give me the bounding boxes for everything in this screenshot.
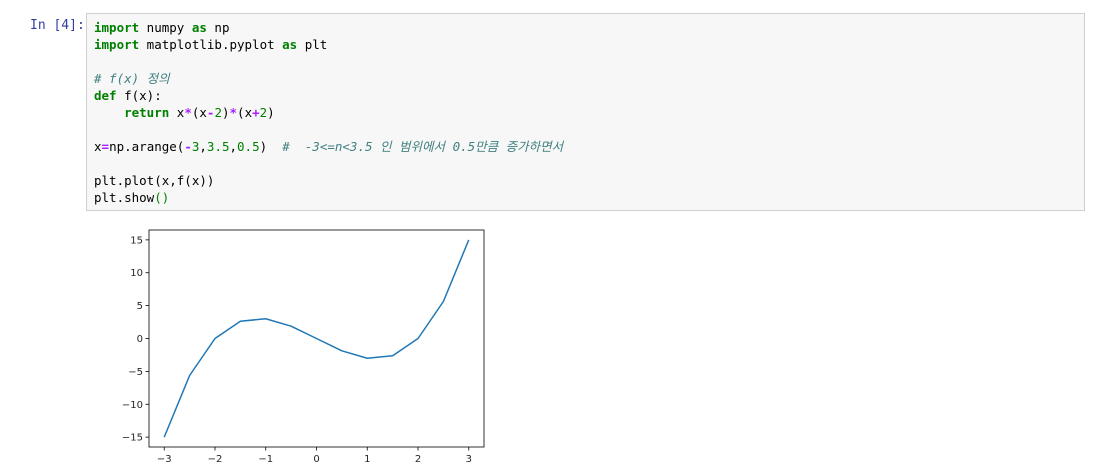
code-token: import [94,37,140,52]
code-line [94,155,563,172]
cell-output: −15 −10 −5 0 5 10 15 −3 −2 −1 0 1 2 3 [100,222,500,471]
y-tick-label: 15 [130,235,143,246]
code-token: np [206,20,230,35]
code-editor[interactable]: import numpy as np import matplotlib.pypl… [94,19,563,206]
y-tick-label: 5 [137,301,143,312]
code-token: def [94,88,117,103]
code-line: import numpy as np [94,19,563,36]
y-tick-label: 10 [130,268,143,279]
code-token: as [282,37,298,52]
code-token: * [184,105,192,120]
code-token: - [184,139,192,154]
code-token: 2 [214,105,222,120]
x-axis: −3 −2 −1 0 1 2 3 [157,447,472,465]
code-token: plt [297,37,328,52]
code-token: import [94,20,140,35]
code-token: x [169,105,185,120]
code-token: np.arange( [109,139,185,154]
code-line: # f(x) 정의 [94,70,563,87]
y-tick-label: −10 [122,400,143,411]
y-tick-label: −15 [122,433,143,444]
series-group [163,239,470,438]
code-token: ) [259,139,283,154]
code-token: # -3<=n<3.5 인 범위에서 0.5만큼 증가하면서 [282,139,564,154]
code-token: (x [191,105,207,120]
code-token: 2 [259,105,268,120]
x-tick-label: 3 [466,454,472,465]
x-tick-label: 2 [415,454,421,465]
cell-prompt: In [4]: [30,18,85,33]
code-line: return x*(x-2)*(x+2) [94,104,563,121]
code-line: x=np.arange(-3,3.5,0.5) # -3<=n<3.5 인 범위… [94,138,563,155]
code-token [94,105,124,120]
code-line [94,53,563,70]
code-token: ) [221,105,230,120]
code-token: - [206,105,215,120]
code-token: () [154,190,170,205]
code-token: as [191,20,207,35]
code-token: # f(x) 정의 [94,71,170,86]
code-cell-input[interactable]: import numpy as np import matplotlib.pypl… [86,13,1085,211]
code-token: return [124,105,170,120]
y-tick-label: 0 [137,334,143,345]
code-line: import matplotlib.pyplot as plt [94,36,563,53]
code-token: plt.plot(x,f(x)) [94,173,215,188]
code-line: def f(x): [94,87,563,104]
code-line: plt.plot(x,f(x)) [94,172,563,189]
code-token: 3.5 [206,139,230,154]
code-token: f(x): [116,88,162,103]
y-axis: −15 −10 −5 0 5 10 15 [122,235,149,444]
code-token: matplotlib.pyplot [139,37,283,52]
code-line [94,121,563,138]
code-token: = [101,139,110,154]
code-line: plt.show() [94,189,563,206]
code-token: , [199,139,207,154]
x-tick-label: −3 [157,454,172,465]
x-tick-label: −1 [258,454,273,465]
x-tick-label: 1 [364,454,370,465]
code-token: 0.5 [237,139,260,154]
code-token: 3 [191,139,200,154]
code-token: + [252,105,260,120]
code-token: x [94,139,102,154]
code-token: numpy [139,20,192,35]
series-line [163,239,470,438]
x-tick-label: −2 [208,454,223,465]
code-token: ) [267,105,275,120]
y-tick-label: −5 [128,367,143,378]
code-token: * [229,105,238,120]
x-tick-label: 0 [313,454,319,465]
code-token: plt.show [94,190,155,205]
code-token: (x [237,105,253,120]
code-token: , [229,139,238,154]
